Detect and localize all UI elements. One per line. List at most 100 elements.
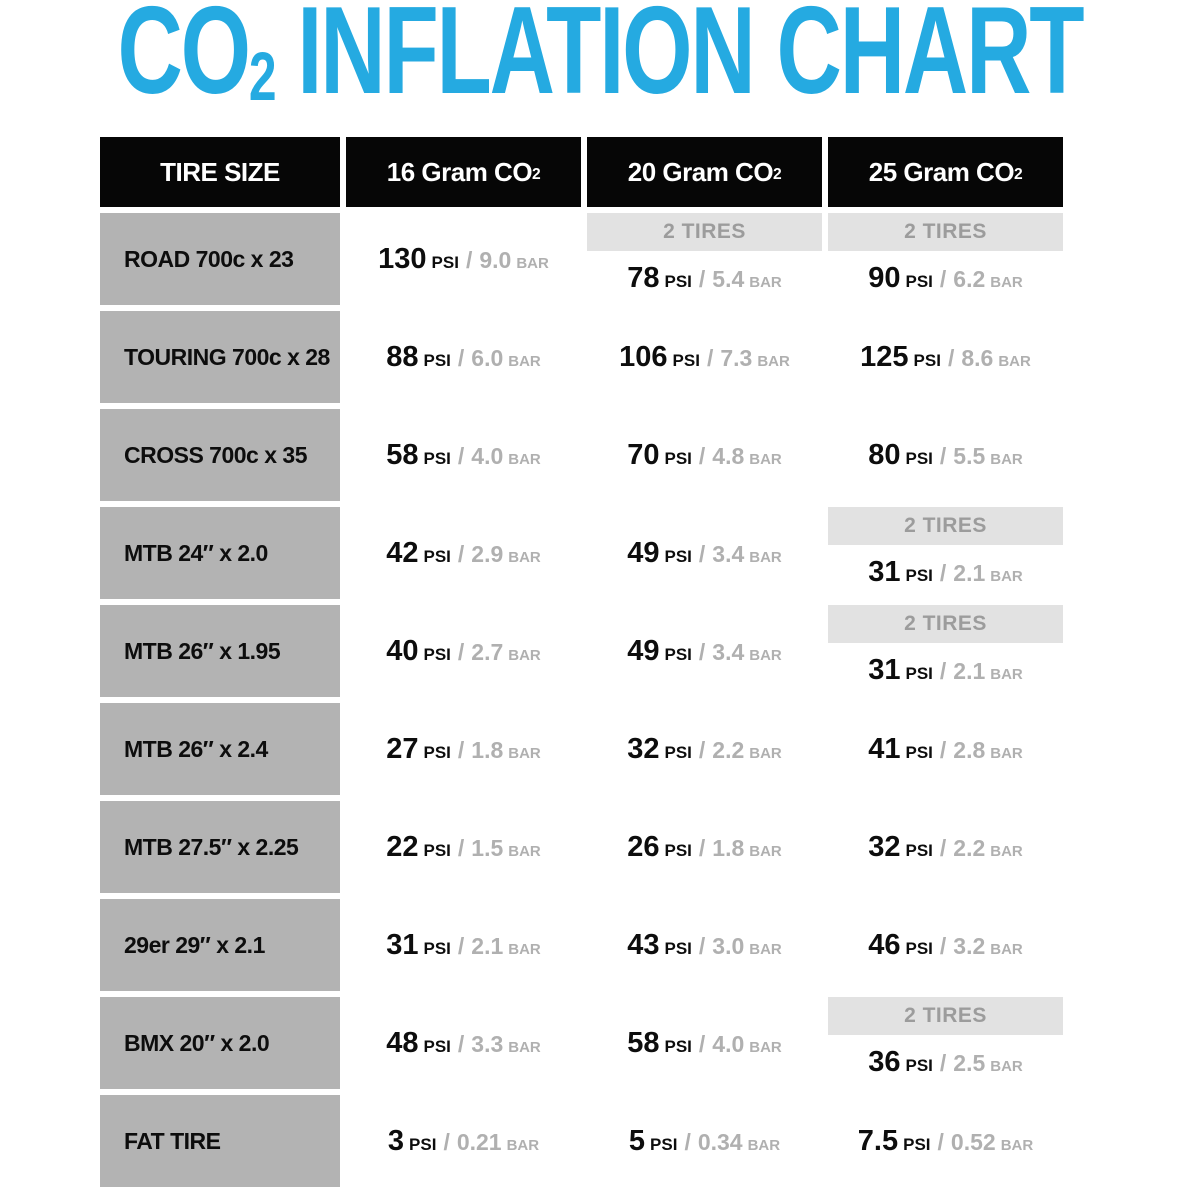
psi-value: 106 [619, 340, 668, 373]
bar-unit-label: BAR [990, 940, 1023, 958]
psi-value: 22 [386, 830, 419, 863]
bar-unit-label: BAR [749, 1038, 782, 1056]
pressure-cell: 48 PSI /3.3 BAR [346, 997, 581, 1089]
pressure-cell: 40 PSI /2.7 BAR [346, 605, 581, 697]
bar-unit-label: BAR [508, 450, 541, 468]
pressure-cell: 125 PSI /8.6 BAR [828, 311, 1063, 403]
bar-unit-label: BAR [990, 842, 1023, 860]
pressure-cell: 26 PSI /1.8 BAR [587, 801, 822, 893]
pressure-cell: 42 PSI /2.9 BAR [346, 507, 581, 599]
pressure-cell: 49 PSI /3.4 BAR [587, 605, 822, 697]
psi-value: 40 [386, 634, 419, 667]
psi-unit-label: PSI [423, 644, 451, 664]
column-header: 25 Gram CO 2 [828, 137, 1063, 207]
value-separator: / [457, 442, 465, 469]
pressure-value-line: 78 PSI /5.4 BAR [627, 262, 782, 295]
bar-unit-label: BAR [747, 1136, 781, 1154]
psi-value: 49 [627, 536, 660, 569]
tire-size-cell: FAT TIRE [100, 1095, 340, 1187]
psi-unit-label: PSI [650, 1134, 678, 1154]
bar-value: 4.8 [712, 442, 745, 469]
psi-value: 32 [627, 732, 660, 765]
pressure-value: 130 PSI /9.0 BAR [346, 213, 581, 305]
pressure-value-line: 80 PSI /5.5 BAR [868, 439, 1023, 472]
psi-unit-label: PSI [423, 546, 451, 566]
pressure-value: 31 PSI /2.1 BAR [346, 899, 581, 991]
pressure-cell: 2 TIRES 31 PSI /2.1 BAR [828, 507, 1063, 599]
value-separator: / [698, 932, 706, 959]
bar-unit-label: BAR [749, 744, 782, 762]
value-separator: / [457, 540, 465, 567]
pressure-cell: 46 PSI /3.2 BAR [828, 899, 1063, 991]
pressure-value: 32 PSI /2.2 BAR [828, 801, 1063, 893]
bar-value: 2.2 [712, 736, 745, 763]
column-header-subscript: 2 [532, 166, 541, 184]
pressure-value: 36 PSI /2.5 BAR [828, 1035, 1063, 1089]
pressure-cell: 2 TIRES 78 PSI /5.4 BAR [587, 213, 822, 305]
psi-unit-label: PSI [664, 840, 692, 860]
value-separator: / [457, 344, 465, 371]
bar-value: 2.1 [471, 932, 504, 959]
tire-size-cell: 29er 29″ x 2.1 [100, 899, 340, 991]
pressure-cell: 80 PSI /5.5 BAR [828, 409, 1063, 501]
psi-unit-label: PSI [905, 1055, 933, 1075]
pressure-cell: 3 PSI /0.21 BAR [346, 1095, 581, 1187]
title-suffix: INFLATION CHART [274, 0, 1084, 120]
bar-value: 2.5 [953, 1049, 986, 1076]
psi-unit-label: PSI [423, 742, 451, 762]
psi-value: 70 [627, 438, 660, 471]
pressure-cell: 2 TIRES 31 PSI /2.1 BAR [828, 605, 1063, 697]
bar-unit-label: BAR [998, 352, 1031, 370]
psi-unit-label: PSI [664, 742, 692, 762]
pressure-value: 58 PSI /4.0 BAR [587, 997, 822, 1089]
page-title: CO2 INFLATION CHART [0, 0, 1200, 116]
value-separator: / [457, 834, 465, 861]
pressure-value-line: 36 PSI /2.5 BAR [868, 1046, 1023, 1079]
column-header: 20 Gram CO 2 [587, 137, 822, 207]
psi-unit-label: PSI [423, 938, 451, 958]
psi-value: 58 [386, 438, 419, 471]
two-tires-badge: 2 TIRES [587, 213, 822, 251]
column-header-subscript: 2 [773, 166, 782, 184]
pressure-cell: 58 PSI /4.0 BAR [587, 997, 822, 1089]
pressure-cell: 32 PSI /2.2 BAR [587, 703, 822, 795]
pressure-value: 58 PSI /4.0 BAR [346, 409, 581, 501]
psi-value: 32 [868, 830, 901, 863]
pressure-value: 106 PSI /7.3 BAR [587, 311, 822, 403]
value-separator: / [698, 1030, 706, 1057]
bar-value: 1.5 [471, 834, 504, 861]
pressure-value-line: 31 PSI /2.1 BAR [868, 556, 1023, 589]
pressure-value-line: 43 PSI /3.0 BAR [627, 929, 782, 962]
bar-value: 9.0 [479, 246, 512, 273]
bar-value: 2.8 [953, 736, 986, 763]
column-header-label: TIRE SIZE [160, 156, 280, 187]
psi-unit-label: PSI [905, 742, 933, 762]
psi-value: 58 [627, 1026, 660, 1059]
value-separator: / [698, 265, 706, 292]
psi-unit-label: PSI [664, 271, 692, 291]
column-header: 16 Gram CO 2 [346, 137, 581, 207]
psi-value: 5 [628, 1124, 646, 1157]
psi-value: 49 [627, 634, 660, 667]
pressure-cell: 27 PSI /1.8 BAR [346, 703, 581, 795]
bar-value: 3.0 [712, 932, 745, 959]
psi-unit-label: PSI [664, 1036, 692, 1056]
pressure-value-line: 31 PSI /2.1 BAR [868, 654, 1023, 687]
psi-value: 78 [627, 261, 660, 294]
pressure-value: 88 PSI /6.0 BAR [346, 311, 581, 403]
psi-unit-label: PSI [905, 938, 933, 958]
psi-value: 130 [378, 242, 427, 275]
title-subscript: 2 [248, 38, 277, 115]
pressure-value-line: 42 PSI /2.9 BAR [386, 537, 541, 570]
pressure-value-line: 32 PSI /2.2 BAR [868, 831, 1023, 864]
tire-size-cell: CROSS 700c x 35 [100, 409, 340, 501]
bar-value: 1.8 [471, 736, 504, 763]
two-tires-badge: 2 TIRES [828, 605, 1063, 643]
bar-value: 4.0 [712, 1030, 745, 1057]
bar-unit-label: BAR [749, 842, 782, 860]
column-header-label: 20 Gram CO [627, 156, 774, 187]
pressure-value: 80 PSI /5.5 BAR [828, 409, 1063, 501]
value-separator: / [698, 736, 706, 763]
bar-unit-label: BAR [508, 842, 541, 860]
pressure-value-line: 31 PSI /2.1 BAR [386, 929, 541, 962]
